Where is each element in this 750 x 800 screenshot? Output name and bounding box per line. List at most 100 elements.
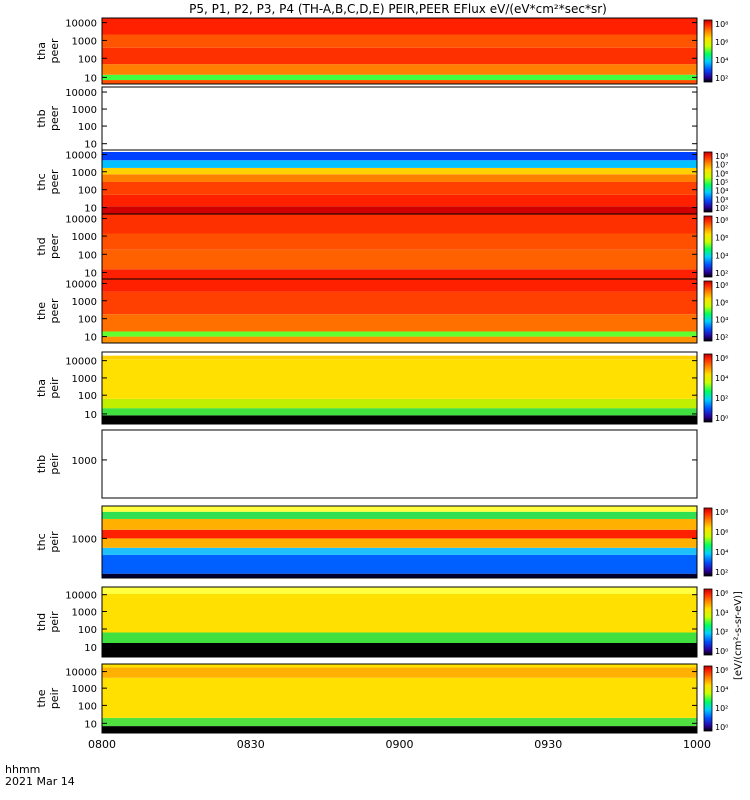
y-tick-label: 10 — [84, 269, 97, 280]
y-tick-label: 100 — [78, 625, 97, 636]
heatmap-band — [102, 538, 697, 548]
heatmap-band — [102, 408, 697, 416]
y-tick-label: 10 — [84, 204, 97, 215]
heatmap-band — [102, 632, 697, 643]
colorbar-tick-label: 10⁴ — [715, 316, 728, 325]
panel-tha-peer: tha peer 10 100 1000 10000 10² 10⁴ 10⁶ 10⁸ — [35, 17, 728, 85]
heatmap-band — [102, 398, 697, 409]
colorbar-tick-label: 10² — [715, 568, 728, 577]
panel-ylabel-type: peir — [48, 687, 61, 709]
colorbar-tick-label: 10³ — [715, 195, 728, 204]
heatmap-band — [102, 506, 697, 512]
y-tick-label: 100 — [78, 186, 97, 197]
panel-thd-peir: thd peir 10 100 1000 10000 10⁰ 10² 10⁴ 10⁶ — [35, 586, 728, 658]
colorbar-tick-label: 10⁶ — [715, 38, 728, 47]
colorbar-tick-label: 10⁴ — [715, 374, 728, 383]
panel-frame — [101, 278, 698, 344]
colorbar-tick-label: 10⁴ — [715, 685, 728, 694]
y-tick-label: 1000 — [72, 168, 97, 179]
y-tick-label: 10 — [84, 333, 97, 344]
colorbar — [703, 19, 713, 83]
colorbar — [703, 280, 713, 342]
panel-ylabel-type: peer — [48, 106, 61, 132]
panel-frame — [101, 351, 698, 425]
panel-ylabel-probe: thd — [35, 237, 48, 255]
y-tick-label: 1000 — [72, 684, 97, 695]
y-tick-label: 100 — [78, 701, 97, 712]
colorbar-tick-label: 10⁸ — [715, 508, 728, 517]
time-axis-label-bottom: 2021 Mar 14 — [5, 775, 75, 788]
y-tick-label: 1000 — [72, 456, 97, 467]
heatmap-band — [102, 150, 697, 152]
panel-frame — [101, 429, 698, 499]
heatmap-band — [102, 291, 697, 315]
colorbar-tick-label: 10⁷ — [715, 161, 728, 170]
colorbar-tick-label: 10⁵ — [715, 178, 728, 187]
panel-ylabel-type: peir — [48, 531, 61, 553]
colorbar-tick-label: 10⁴ — [715, 251, 728, 260]
panel-ylabel-probe: thb — [35, 455, 48, 473]
y-tick-label: 1000 — [72, 232, 97, 243]
panel-ylabel-type: peer — [48, 298, 61, 324]
panel-thb-peer: thb peer 10 100 1000 10000 — [35, 86, 698, 151]
y-tick-label: 1000 — [72, 374, 97, 385]
colorbar-tick-label: 10⁰ — [715, 723, 728, 732]
panel-ylabel-type: peer — [48, 38, 61, 64]
colorbar-tick-label: 10⁰ — [715, 414, 728, 423]
figure-title: P5, P1, P2, P3, P4 (TH-A,B,C,D,E) PEIR,P… — [189, 2, 607, 16]
heatmap-band — [102, 174, 697, 182]
colorbar-tick-label: 10² — [715, 394, 728, 403]
heatmap-band — [102, 336, 697, 343]
heatmap-band — [102, 194, 697, 207]
heatmap-band — [102, 529, 697, 539]
y-tick-label: 10000 — [65, 88, 97, 99]
heatmap-band — [102, 233, 697, 250]
heatmap-band — [102, 554, 697, 574]
panel-the-peer: the peer 10 100 1000 10000 10² 10⁴ 10⁶ 10⁸ — [35, 278, 728, 344]
heatmap-band — [102, 47, 697, 65]
colorbar-tick-label: 10⁶ — [715, 666, 728, 675]
heatmap-band — [102, 664, 697, 668]
colorbar-unit-label: [eV/(cm²-s-sr-eV)] — [733, 591, 744, 680]
heatmap-band — [102, 34, 697, 48]
panel-thc-peir: thc peir 1000 10² 10⁴ 10⁶ 10⁸ — [35, 505, 728, 579]
panel-ylabel-probe: thc — [35, 533, 48, 550]
heatmap-band — [102, 314, 697, 332]
colorbar — [703, 665, 713, 732]
y-tick-label: 10 — [84, 73, 97, 84]
heatmap-band — [102, 80, 697, 84]
colorbar-tick-label: 10⁴ — [715, 56, 728, 65]
heatmap-band — [102, 594, 697, 633]
panel-ylabel-probe: tha — [35, 42, 48, 60]
x-tick-label: 0930 — [534, 738, 562, 751]
colorbar-tick-label: 10⁸ — [715, 20, 728, 29]
panel-ylabel-probe: thb — [35, 109, 48, 127]
y-tick-label: 1000 — [72, 105, 97, 116]
panel-ylabel-probe: the — [35, 302, 48, 320]
panel-ylabel-type: peir — [48, 611, 61, 633]
colorbar-tick-label: 10² — [715, 704, 728, 713]
colorbar — [703, 588, 713, 656]
heatmap-band — [102, 74, 697, 81]
heatmap-band — [102, 182, 697, 195]
heatmap-band — [102, 151, 697, 161]
x-tick-label: 0830 — [237, 738, 265, 751]
x-tick-label: 1000 — [683, 738, 711, 751]
heatmap-band — [102, 587, 697, 594]
y-tick-label: 100 — [78, 250, 97, 261]
heatmap-band — [102, 18, 697, 35]
y-tick-label: 10000 — [65, 150, 97, 161]
panel-ylabel-probe: thd — [35, 613, 48, 631]
colorbar — [703, 215, 713, 278]
panel-ylabel-type: peer — [48, 234, 61, 260]
y-tick-label: 1000 — [72, 608, 97, 619]
colorbar-tick-label: 10⁸ — [715, 152, 728, 161]
colorbar-tick-label: 10⁶ — [715, 234, 728, 243]
y-tick-label: 10000 — [65, 591, 97, 602]
panel-the-peir: the peir 10 100 1000 10000 10⁰ 10² 10⁴ 10⁶ — [35, 663, 728, 734]
colorbar-tick-label: 10⁴ — [715, 608, 728, 617]
colorbar-tick-label: 10⁸ — [715, 281, 728, 290]
panel-frame — [101, 17, 698, 85]
heatmap-band — [102, 249, 697, 270]
